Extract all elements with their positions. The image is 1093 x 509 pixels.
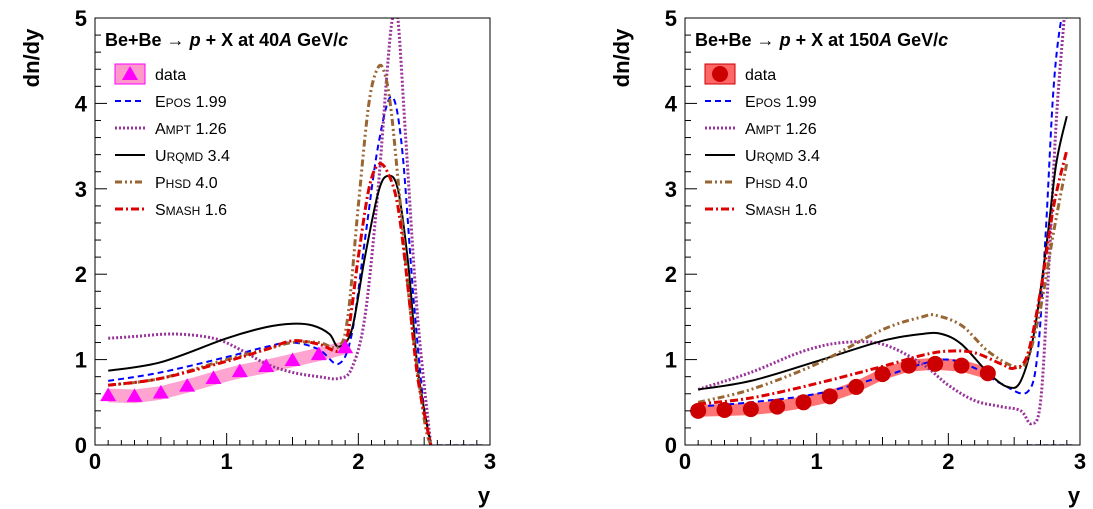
chart-title: Be+Be → p + X at 40A GeV/c (105, 30, 348, 50)
data-point (179, 378, 196, 392)
series-line-urqmd (108, 174, 432, 445)
data-error-band (698, 357, 988, 417)
y-tick-label: 0 (665, 433, 677, 458)
data-point (205, 370, 222, 384)
series-line-urqmd (698, 115, 1068, 391)
data-point (337, 339, 354, 354)
y-axis-label: dn/dy (19, 28, 44, 87)
x-axis-label: y (478, 483, 491, 508)
panel-150-gev: 0 1 2 3 0 1 2 3 4 5 y dn/dy Be+Be → p + X at 150A Ge… (609, 6, 1086, 508)
data-point (690, 402, 707, 419)
data-point (310, 346, 327, 361)
series-line-phsd (697, 162, 1069, 404)
data-point (979, 365, 996, 382)
legend-label: PHSD 4.0 (155, 175, 218, 192)
data-point (848, 378, 865, 395)
y-tick-label: 2 (75, 262, 87, 287)
data-point (742, 401, 759, 418)
x-tick-label: 3 (1074, 449, 1086, 474)
x-tick-label: 2 (942, 449, 954, 474)
plot-area (100, 18, 484, 445)
data-point (821, 388, 838, 405)
y-tick-label: 3 (665, 177, 677, 202)
legend-label: EPOS 1.99 (745, 94, 817, 111)
legend-label: data (745, 67, 776, 84)
y-tick-label: 5 (665, 6, 677, 31)
data-point (100, 387, 117, 402)
data-error-band (108, 340, 346, 404)
data-point (900, 357, 917, 374)
series-line-smash (698, 150, 1069, 406)
series-line-smash (108, 162, 433, 445)
legend-label: URQMD 3.4 (745, 148, 820, 165)
y-axis-label: dn/dy (609, 28, 634, 87)
data-point (795, 394, 812, 411)
legend-label: AMPT 1.26 (745, 121, 817, 138)
y-tick-label: 1 (75, 348, 87, 373)
data-point (716, 401, 733, 418)
legend-label: EPOS 1.99 (155, 94, 227, 111)
x-tick-label: 0 (679, 449, 691, 474)
data-point (258, 358, 275, 373)
legend-label: URQMD 3.4 (155, 148, 230, 165)
legend-label: PHSD 4.0 (745, 175, 808, 192)
legend-label: AMPT 1.26 (155, 121, 227, 138)
chart-title: Be+Be → p + X at 150A GeV/c (695, 30, 948, 50)
data-point (953, 357, 970, 374)
y-tick-label: 4 (75, 91, 88, 116)
x-axis-label: y (1068, 483, 1081, 508)
plot-area (690, 18, 1074, 445)
y-tick-label: 4 (665, 91, 678, 116)
legend-data-marker (122, 66, 138, 80)
data-point (231, 363, 248, 378)
data-point (152, 384, 169, 399)
y-tick-label: 3 (75, 177, 87, 202)
y-tick-label: 0 (75, 433, 87, 458)
y-tick-label: 2 (665, 262, 677, 287)
x-tick-label: 3 (484, 449, 496, 474)
legend-label: data (155, 67, 186, 84)
panel-40-gev: 0 1 2 3 0 1 2 3 4 5 y dn/dy Be+Be → p + X at 40A GeV… (19, 6, 496, 508)
data-point (284, 352, 301, 367)
y-tick-label: 1 (665, 348, 677, 373)
legend-label: SMASH 1.6 (745, 202, 817, 219)
data-point (769, 398, 786, 415)
x-tick-label: 1 (811, 449, 823, 474)
y-tick-label: 5 (75, 6, 87, 31)
x-tick-label: 1 (221, 449, 233, 474)
data-point (927, 355, 944, 372)
x-tick-label: 2 (352, 449, 364, 474)
x-tick-label: 0 (89, 449, 101, 474)
legend-data-marker (712, 66, 728, 82)
legend-label: SMASH 1.6 (155, 202, 227, 219)
series-line-ampt (108, 18, 433, 445)
data-point (874, 366, 891, 383)
data-point (126, 388, 143, 402)
